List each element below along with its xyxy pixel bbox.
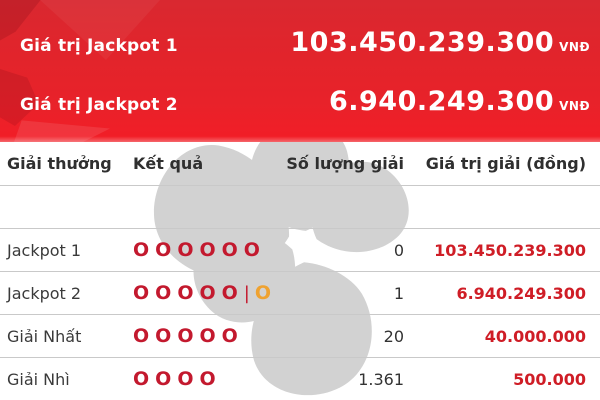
prize-name: Jackpot 2: [7, 283, 82, 303]
result-ball-icon: O: [243, 239, 260, 261]
result-ball-icon: O: [177, 368, 194, 390]
bonus-ball-icon: O: [254, 282, 272, 304]
header-value: Giá trị giải (đồng): [425, 154, 586, 173]
prize-value: 6.940.249.300: [456, 283, 586, 303]
prize-quantity: 1: [393, 283, 404, 303]
result-ball-icon: O: [155, 282, 172, 304]
result-ball-icon: O: [199, 239, 216, 261]
result-balls: O O O O O | O: [133, 282, 283, 304]
prize-table: Giải thưởng Kết quả Số lượng giải Giá tr…: [0, 142, 600, 400]
result-ball-icon: O: [221, 325, 238, 347]
result-ball-icon: O: [221, 239, 238, 261]
jackpot2-label: Giá trị Jackpot 2: [20, 95, 178, 115]
result-ball-icon: O: [155, 239, 172, 261]
result-ball-icon: O: [133, 325, 150, 347]
jackpot-banner: Giá trị Jackpot 1 103.450.239.300 VNĐ Gi…: [0, 0, 600, 142]
header-prize: Giải thưởng: [7, 154, 112, 173]
result-ball-icon: O: [133, 282, 150, 304]
result-ball-icon: O: [155, 325, 172, 347]
result-ball-icon: O: [133, 368, 150, 390]
jackpot2-amount: 6.940.249.300: [328, 86, 555, 117]
table-row: [0, 186, 600, 229]
jackpot2-row: Giá trị Jackpot 2 6.940.249.300 VNĐ: [20, 86, 590, 117]
jackpot2-currency-unit: VNĐ: [559, 99, 590, 113]
jackpot1-currency-unit: VNĐ: [559, 40, 590, 54]
result-ball-icon: O: [155, 368, 172, 390]
result-ball-icon: O: [199, 325, 216, 347]
banner-decor: [0, 0, 600, 142]
result-ball-icon: O: [199, 368, 216, 390]
result-ball-icon: O: [221, 282, 238, 304]
header-result: Kết quả: [133, 154, 204, 173]
prize-quantity: 0: [393, 240, 404, 260]
table-header-row: Giải thưởng Kết quả Số lượng giải Giá tr…: [0, 142, 600, 186]
table-row: Jackpot 2 O O O O O | O 1 6.940.249.300: [0, 272, 600, 315]
prize-value: 103.450.239.300: [434, 240, 586, 260]
prize-value: 40.000.000: [484, 326, 586, 346]
jackpot1-row: Giá trị Jackpot 1 103.450.239.300 VNĐ: [20, 27, 590, 58]
jackpot1-amount: 103.450.239.300: [290, 27, 555, 58]
result-ball-icon: O: [177, 325, 194, 347]
result-ball-icon: O: [177, 239, 194, 261]
prize-value: 500.000: [513, 369, 586, 389]
bonus-separator: |: [243, 283, 250, 304]
header-quantity: Số lượng giải: [286, 154, 404, 173]
prize-name: Giải Nhất: [7, 326, 82, 346]
prize-quantity: 1.361: [358, 369, 404, 389]
result-ball-icon: O: [133, 239, 150, 261]
prize-quantity: 20: [383, 326, 404, 346]
prize-name: Giải Nhì: [7, 369, 70, 389]
result-ball-icon: O: [177, 282, 194, 304]
jackpot1-label: Giá trị Jackpot 1: [20, 36, 178, 56]
result-ball-icon: O: [199, 282, 216, 304]
prize-name: Jackpot 1: [7, 240, 82, 260]
